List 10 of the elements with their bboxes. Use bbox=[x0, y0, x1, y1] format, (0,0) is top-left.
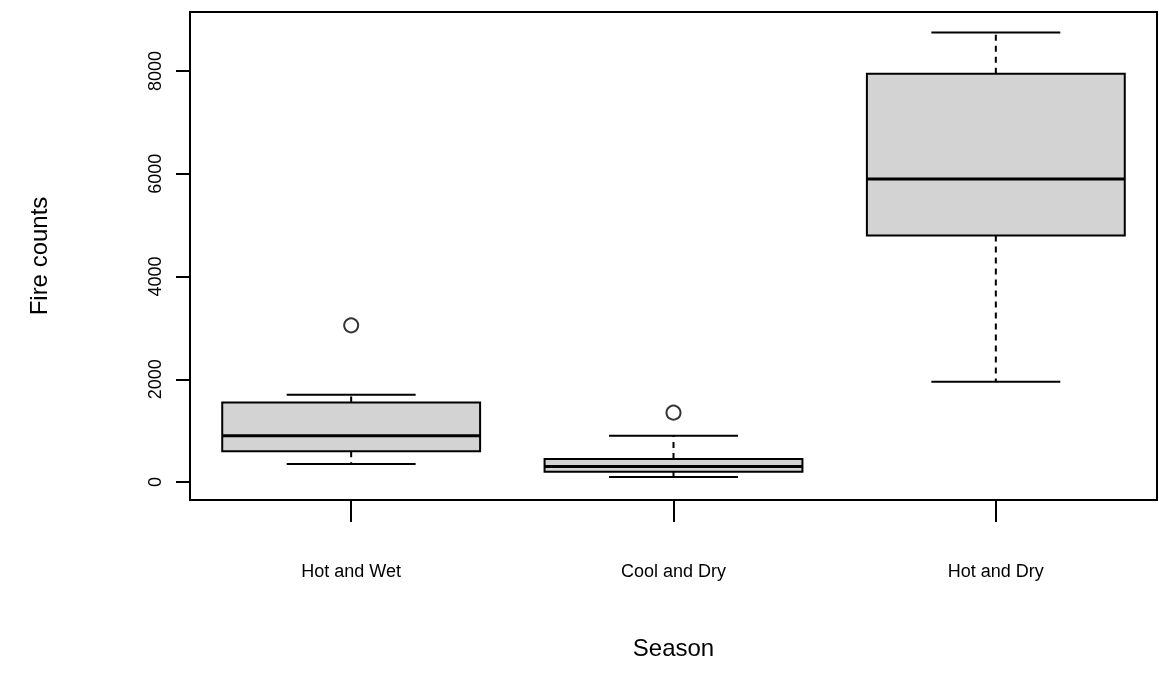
y-tick-label: 4000 bbox=[145, 256, 165, 297]
y-tick-label: 8000 bbox=[145, 51, 165, 92]
x-tick-label: Hot and Dry bbox=[947, 561, 1044, 581]
y-tick-label: 2000 bbox=[145, 359, 165, 400]
x-axis-title: Season bbox=[632, 633, 715, 661]
y-tick-label: 6000 bbox=[145, 153, 165, 194]
x-tick-label: Cool and Dry bbox=[620, 561, 727, 581]
y-tick-label: 0 bbox=[145, 477, 165, 488]
x-tick-label: Hot and Wet bbox=[301, 561, 402, 581]
y-axis-title: Fire counts bbox=[24, 196, 52, 316]
